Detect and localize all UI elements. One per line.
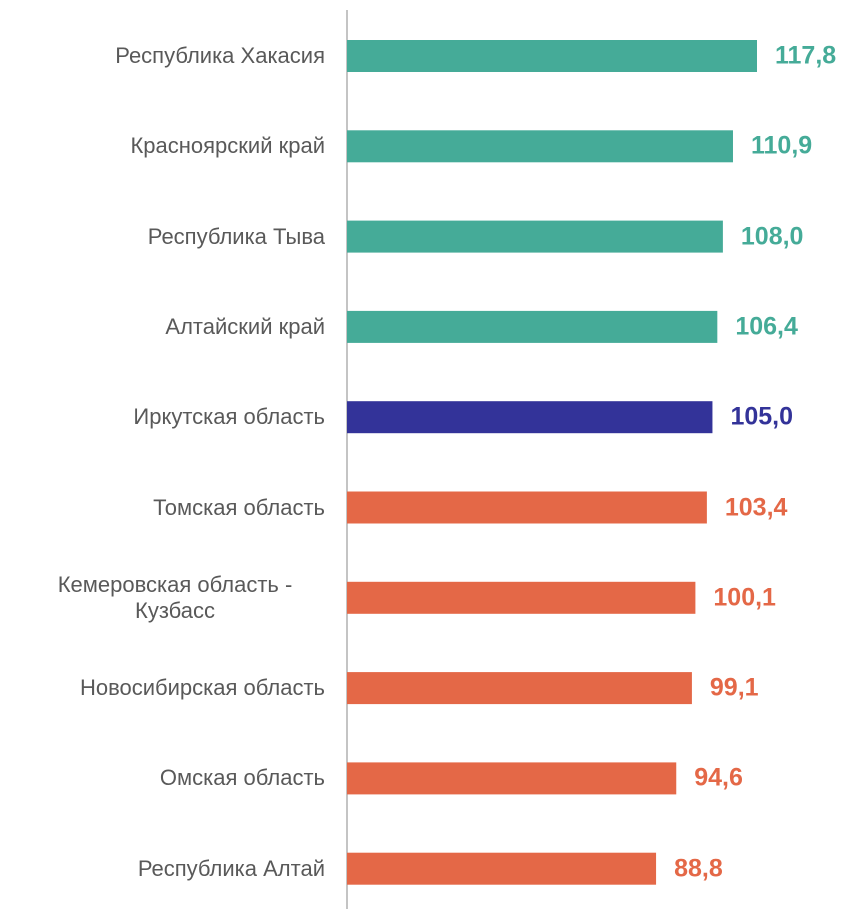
value-label: 103,4 (724, 493, 788, 521)
category-label: Новосибирская область (79, 675, 325, 701)
value-label: 105,0 (730, 402, 793, 431)
bar (347, 762, 677, 795)
value-label: 94,6 (694, 763, 743, 792)
category-label: Республика Алтай (137, 855, 325, 881)
bar (347, 220, 723, 253)
bar (347, 852, 657, 885)
value-label: 117,8 (775, 41, 837, 70)
bar (347, 130, 733, 163)
bar (347, 581, 696, 614)
bar (347, 40, 757, 72)
value-label: 106,4 (735, 312, 798, 341)
category-label: Омская область (159, 765, 325, 791)
category-label: Республика Тыва (147, 223, 325, 249)
category-label: Республика Хакасия (115, 43, 325, 68)
value-label: 110,9 (750, 131, 813, 160)
value-label: 108,0 (740, 222, 804, 251)
bar (347, 310, 718, 343)
category-label: Алтайский край (165, 313, 325, 339)
value-label: 99,1 (709, 673, 759, 702)
bar (347, 401, 713, 434)
category-label: Кемеровская область - Кузбасс (57, 571, 293, 623)
bar (347, 672, 692, 705)
bar (347, 491, 707, 524)
category-label: Иркутская область (133, 404, 325, 430)
category-label: Томская область (153, 494, 325, 520)
category-label: Красноярский край (130, 133, 325, 159)
value-label: 88,8 (674, 854, 723, 883)
value-label: 100,1 (713, 583, 776, 612)
